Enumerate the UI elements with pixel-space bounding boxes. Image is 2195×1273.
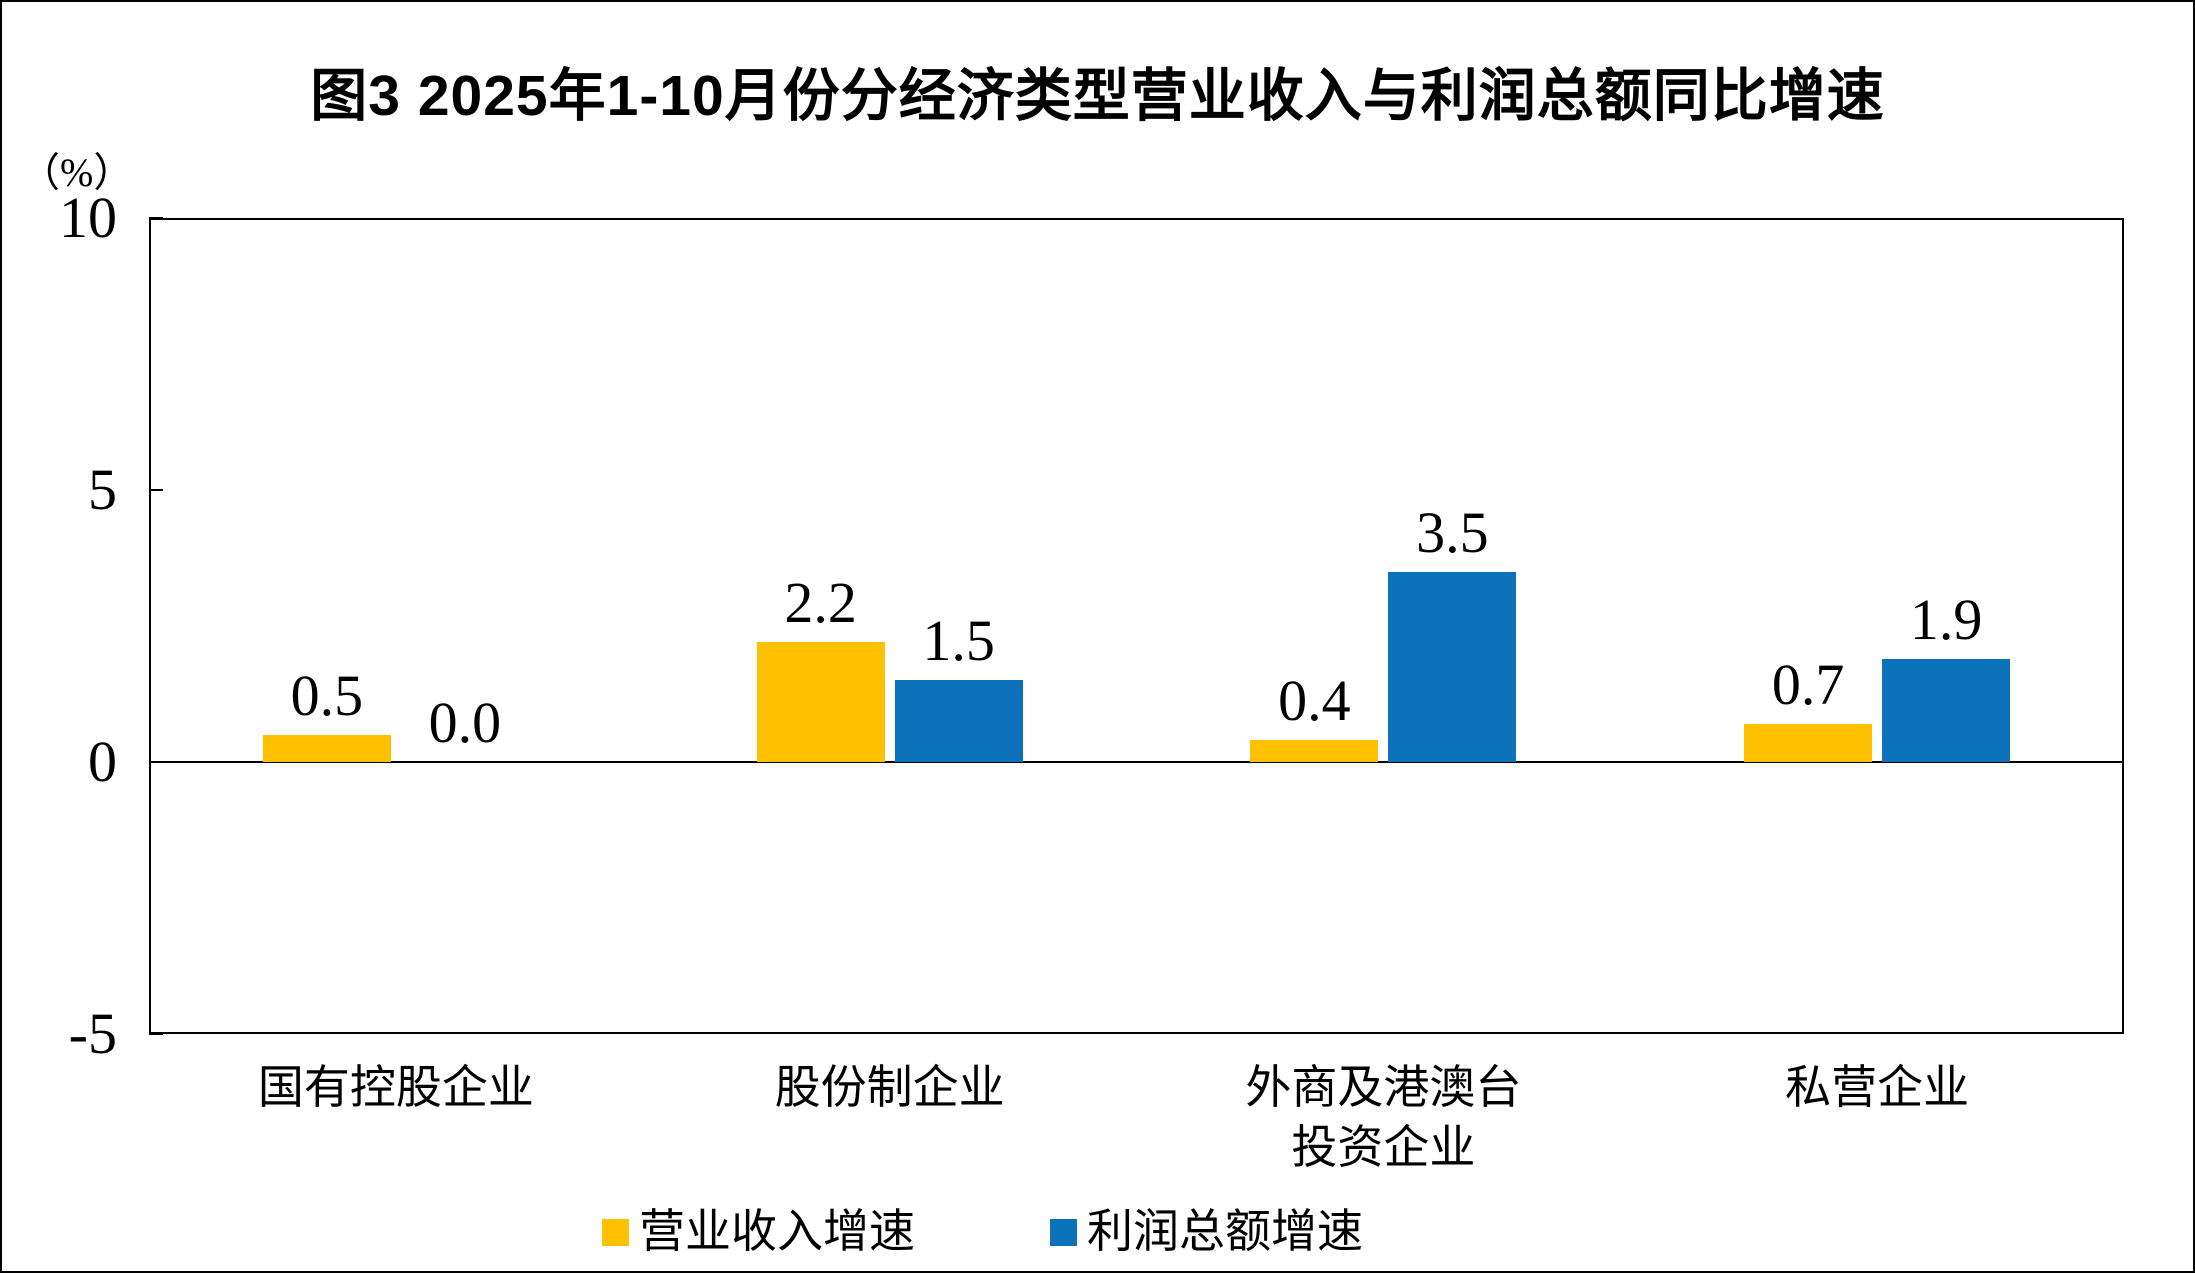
y-tick-label: 10 [59, 185, 117, 250]
y-tick-label: 0 [88, 729, 117, 794]
bar-revenue-cat1 [756, 642, 885, 762]
bar-profit-cat2 [1388, 572, 1517, 762]
plot-border-left [149, 218, 151, 1034]
legend-label: 利润总额增速 [1087, 1206, 1363, 1257]
y-tick [149, 1033, 163, 1035]
y-tick [149, 217, 163, 219]
legend-label: 营业收入增速 [639, 1206, 915, 1257]
plot-border-right [2122, 218, 2124, 1034]
data-label: 2.2 [784, 570, 857, 635]
legend: 营业收入增速 利润总额增速 [2, 1202, 2193, 1262]
bar-revenue-cat2 [1250, 740, 1379, 762]
bar-profit-cat1 [894, 680, 1023, 762]
data-label: 0.4 [1278, 668, 1351, 733]
legend-swatch-icon [602, 1218, 629, 1246]
zero-baseline [149, 761, 2124, 763]
data-label: 0.0 [428, 690, 502, 755]
bar-profit-cat3 [1882, 659, 2011, 762]
y-tick-label: -5 [68, 1001, 117, 1066]
x-category-label: 外商及港澳台 投资企业 [1245, 1062, 1522, 1173]
x-category-label: 私营企业 [1785, 1062, 1970, 1113]
y-tick [149, 761, 163, 763]
data-label: 0.7 [1771, 652, 1845, 717]
plot-border-bottom [149, 1032, 2124, 1034]
data-label: 1.9 [1909, 587, 1983, 652]
y-tick-label: 5 [88, 457, 117, 522]
data-label: 0.5 [290, 663, 364, 728]
y-axis-unit-label: （%） [20, 150, 134, 195]
data-label: 1.5 [922, 608, 995, 673]
data-label: 3.5 [1416, 500, 1489, 565]
bar-revenue-cat3 [1744, 724, 1873, 762]
legend-item: 利润总额增速 [1050, 1202, 1363, 1262]
legend-item: 营业收入增速 [602, 1202, 915, 1262]
legend-swatch-icon [1050, 1218, 1077, 1246]
x-category-label: 股份制企业 [774, 1062, 1005, 1113]
y-tick [149, 489, 163, 491]
chart-title: 图3 2025年1-10月份分经济类型营业收入与利润总额同比增速 [310, 64, 1885, 128]
x-category-label: 国有控股企业 [257, 1062, 534, 1113]
plot-border-top [149, 218, 2124, 220]
bar-revenue-cat0 [262, 735, 391, 762]
plot-area: 0.5 0.0 2.2 1.5 0.4 3.5 0.7 1.9 [149, 218, 2124, 1034]
